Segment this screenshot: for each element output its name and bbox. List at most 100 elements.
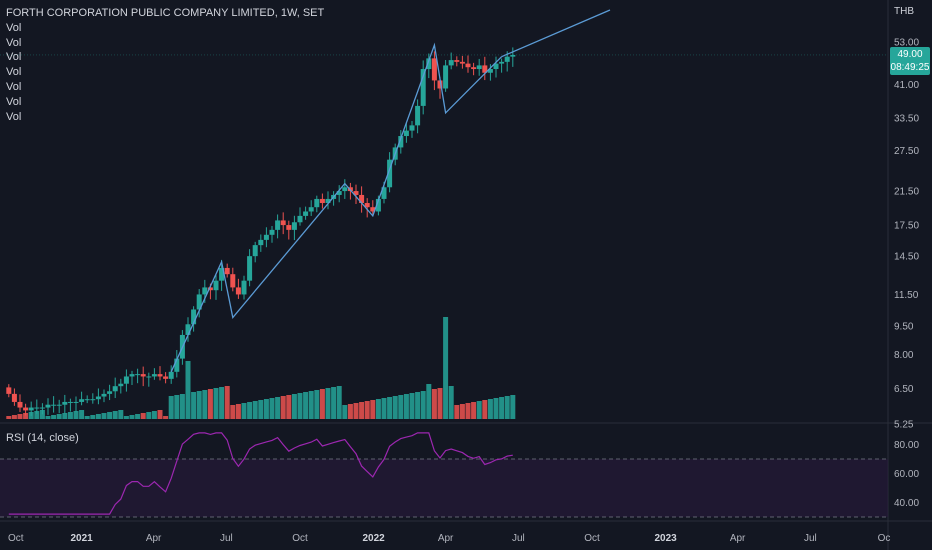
volume-bar (476, 401, 482, 419)
candle-body (163, 376, 169, 379)
volume-bar (157, 410, 163, 419)
volume-bar (280, 396, 286, 419)
rsi-label: RSI (14, close) (6, 432, 79, 444)
time-tick-label: Apr (146, 533, 162, 544)
candle-body (303, 211, 309, 216)
volume-bar (51, 415, 57, 419)
volume-bar (39, 410, 45, 419)
volume-bar (426, 384, 432, 419)
candle-body (487, 69, 493, 73)
candle-body (213, 280, 219, 291)
last-price: 49.00 (897, 49, 923, 60)
volume-bar (336, 386, 342, 419)
price-tick-label: 21.50 (894, 187, 919, 198)
price-tick-label: 9.50 (894, 322, 914, 333)
volume-bar (163, 416, 169, 419)
volume-bar (454, 405, 460, 419)
volume-bar (224, 386, 230, 419)
volume-bar (364, 401, 370, 419)
volume-bar (499, 397, 505, 419)
volume-bar (247, 402, 253, 419)
volume-bar (56, 414, 62, 419)
candle-body (51, 404, 57, 406)
volume-bar (420, 391, 426, 419)
volume-bar (314, 390, 320, 419)
candle-body (342, 187, 348, 192)
volume-bar (392, 396, 398, 419)
candle-body (168, 371, 174, 379)
volume-bar (482, 400, 488, 419)
candle-body (28, 407, 34, 411)
candle-body (364, 203, 370, 208)
candle-body (185, 324, 191, 335)
price-tick-label: 41.00 (894, 80, 919, 91)
volume-bar (140, 413, 146, 419)
volume-bar (202, 390, 208, 419)
candle-body (62, 401, 68, 405)
volume-bar (471, 402, 477, 419)
candle-body (135, 374, 141, 376)
candle-body (123, 376, 129, 384)
volume-bar (353, 403, 359, 419)
candle-body (73, 401, 79, 403)
time-tick-label: Oct (584, 533, 600, 544)
vol-label: Vol (6, 110, 22, 123)
time-tick-label: Oct (292, 533, 308, 544)
volume-bar (375, 399, 381, 419)
candle-body (314, 198, 320, 208)
candle-body (241, 280, 247, 295)
candle-body (79, 399, 85, 402)
candle-body (403, 130, 409, 137)
volume-bar (118, 410, 124, 419)
volume-bar (129, 415, 135, 419)
volume-bar (79, 410, 85, 419)
price-tick-label: 17.50 (894, 221, 919, 232)
rsi-tick-label: 80.00 (894, 440, 919, 451)
candle-body (207, 287, 213, 291)
candle-body (11, 393, 17, 402)
time-tick-label: Jul (220, 533, 233, 544)
time-tick-label: Apr (730, 533, 746, 544)
time-tick-label: Jul (512, 533, 525, 544)
candle-body (140, 374, 146, 377)
candle-body (308, 207, 314, 212)
volume-bar (185, 361, 191, 419)
time-tick-label: Apr (438, 533, 454, 544)
candle-body (95, 396, 101, 400)
volume-bar (409, 393, 415, 419)
candle-body (252, 245, 258, 257)
candle-body (381, 187, 387, 199)
candle-body (504, 56, 510, 62)
candle-body (235, 287, 241, 295)
vol-label: Vol (6, 21, 22, 34)
candle-body (39, 407, 45, 409)
candle-body (465, 63, 471, 68)
volume-bar (286, 395, 292, 419)
candle-body (398, 136, 404, 148)
volume-bar (291, 394, 297, 419)
candle-body (459, 61, 465, 64)
volume-bar (151, 411, 157, 419)
volume-bar (73, 411, 79, 419)
candle-body (17, 401, 23, 408)
volume-bar (465, 403, 471, 419)
candle-body (101, 393, 107, 397)
price-tick-label: 11.50 (894, 290, 919, 301)
vol-label: Vol (6, 95, 22, 108)
volume-bar (95, 414, 101, 419)
volume-bar (23, 413, 29, 419)
candle-body (129, 374, 135, 377)
volume-bar (230, 405, 236, 419)
volume-bar (179, 394, 185, 419)
volume-bar (331, 387, 337, 419)
volume-bar (146, 412, 152, 419)
volume-bar (510, 395, 516, 419)
volume-bar (308, 391, 314, 419)
volume-bar (123, 416, 129, 419)
volume-bar (325, 388, 331, 419)
candle-body (202, 287, 208, 295)
candle-body (319, 198, 325, 204)
volume-bar (359, 402, 365, 419)
candle-body (454, 60, 460, 62)
